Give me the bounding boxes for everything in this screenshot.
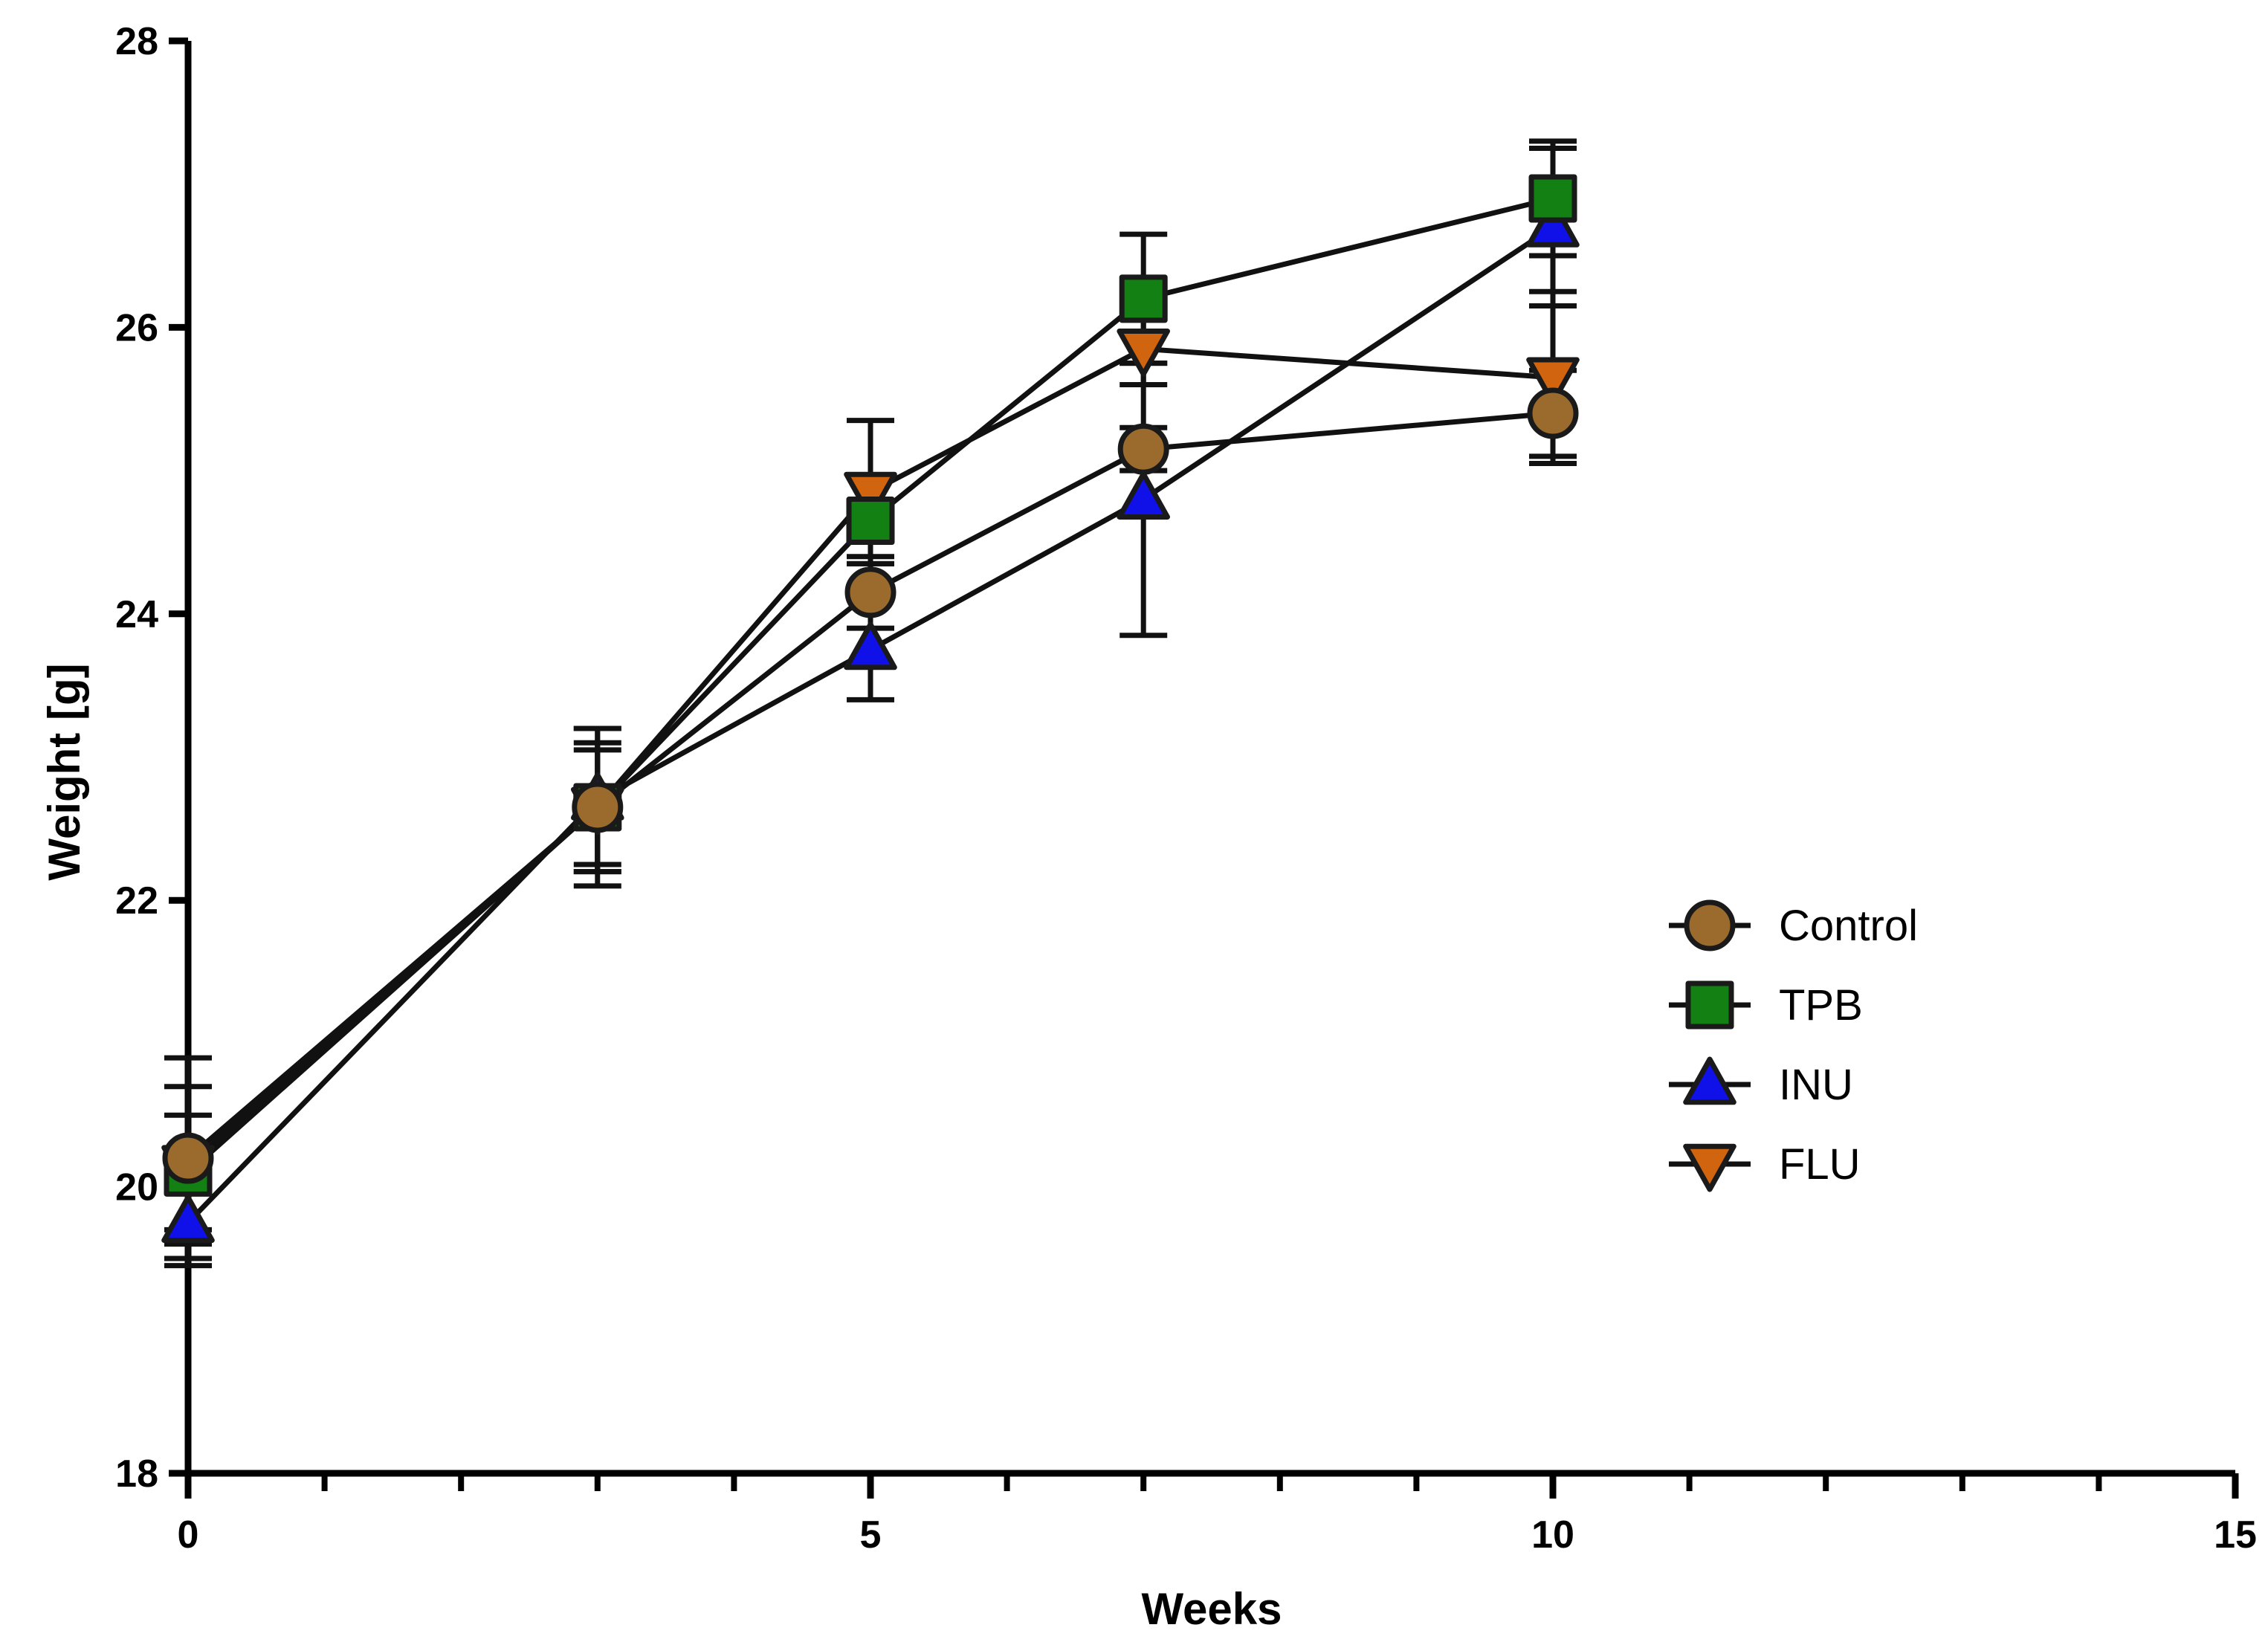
- y-axis-title: Weight [g]: [39, 663, 89, 880]
- point-flu-7: [1117, 329, 1170, 377]
- y-tick-label-28: 28: [115, 20, 158, 63]
- legend-label-tpb: TPB: [1779, 981, 1863, 1030]
- legend-item-control: Control: [1669, 899, 1918, 951]
- y-tick-label-26: 26: [115, 306, 158, 349]
- x-tick-label-5: 5: [860, 1513, 882, 1557]
- legend-marker-tpb: [1685, 980, 1734, 1030]
- legend-marker-flu: [1683, 1143, 1736, 1192]
- legend-label-inu: INU: [1779, 1061, 1853, 1109]
- y-tick-label-22: 22: [115, 879, 158, 922]
- x-ticks: 0 5 10 15: [178, 1473, 2257, 1557]
- x-tick-label-10: 10: [1531, 1513, 1574, 1557]
- point-tpb-7: [1119, 274, 1168, 323]
- point-flu-5: [844, 471, 897, 520]
- point-tpb-10: [1528, 174, 1577, 223]
- point-control-10: [1527, 387, 1579, 439]
- y-tick-label-24: 24: [115, 593, 158, 636]
- x-axis-title: Weeks: [1141, 1584, 1282, 1634]
- legend-item-flu: FLU: [1669, 1140, 1861, 1192]
- point-control-5: [844, 566, 896, 618]
- legend-label-control: Control: [1779, 902, 1918, 950]
- legend-marker-control: [1684, 899, 1736, 951]
- y-tick-label-18: 18: [115, 1452, 158, 1496]
- point-inu-0: [161, 1195, 215, 1244]
- point-control-3: [572, 781, 624, 833]
- point-inu-10: [1526, 199, 1580, 248]
- point-control-0: [162, 1132, 214, 1184]
- legend-marker-inu: [1683, 1056, 1736, 1105]
- point-inu-7: [1117, 471, 1170, 520]
- x-tick-label-0: 0: [178, 1513, 199, 1557]
- point-flu-10: [1526, 357, 1580, 406]
- markers: [161, 174, 1580, 1244]
- legend: Control TPB INU FLU: [1669, 899, 1918, 1192]
- axes: 18 20 22 24 26 28 0 5 10 15: [115, 20, 2257, 1557]
- y-ticks: 18 20 22 24 26 28: [115, 20, 188, 1496]
- point-inu-5: [844, 621, 897, 670]
- legend-label-flu: FLU: [1779, 1140, 1861, 1189]
- point-control-7: [1117, 423, 1169, 475]
- x-tick-label-15: 15: [2214, 1513, 2257, 1557]
- legend-item-tpb: TPB: [1669, 980, 1863, 1030]
- y-tick-label-20: 20: [115, 1166, 158, 1209]
- legend-item-inu: INU: [1669, 1056, 1853, 1109]
- point-tpb-5: [846, 497, 895, 546]
